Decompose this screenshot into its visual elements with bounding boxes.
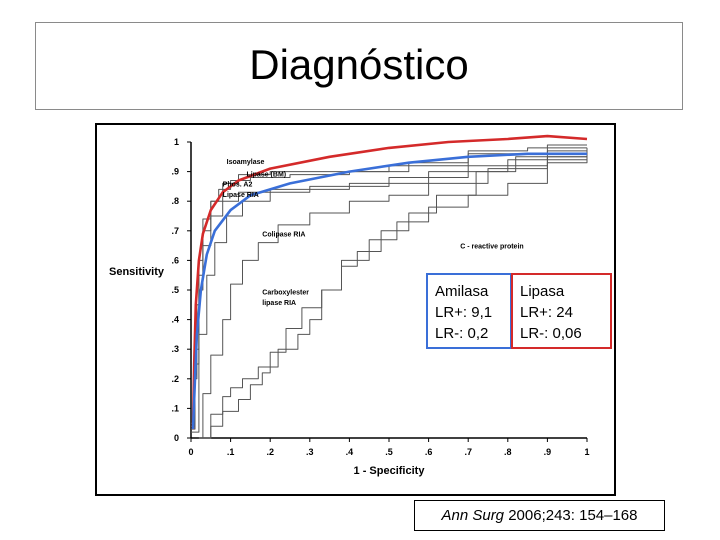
curve-label: lipase RIA: [262, 300, 296, 307]
lipasa-lr-negative: LR-: 0,06: [520, 325, 582, 342]
x-tick-label: 1: [584, 447, 589, 457]
y-tick-label: .4: [171, 315, 179, 325]
y-tick-label: .3: [171, 344, 179, 354]
x-axis-label: 1 - Specificity: [354, 465, 426, 477]
curve-label: Colipase RIA: [262, 232, 305, 239]
y-axis-label: Sensitivity: [109, 266, 165, 278]
curve-label: Lipase RIA: [223, 192, 259, 199]
roc-curve-6: [202, 147, 588, 439]
x-tick-label: .5: [385, 447, 393, 457]
x-tick-label: .4: [346, 447, 354, 457]
lipasa-lr-positive: LR+: 24: [520, 304, 573, 321]
title-box: Diagnóstico: [35, 22, 683, 110]
curve-label: Carboxylester: [262, 289, 309, 296]
x-tick-label: .9: [544, 447, 552, 457]
lipasa-lr-box: Lipasa LR+: 24 LR-: 0,06: [511, 273, 612, 349]
reference-box: Ann Surg 2006;243: 154–168: [414, 500, 665, 531]
y-tick-label: .7: [171, 226, 179, 236]
roc-curve-7: [191, 134, 588, 430]
roc-curve-4: [198, 150, 588, 439]
slide-title: Diagnóstico: [249, 41, 469, 88]
x-tick-label: .6: [425, 447, 433, 457]
x-tick-label: .7: [464, 447, 472, 457]
curve-label: Lipase (BM): [246, 172, 286, 179]
x-tick-label: 0: [188, 447, 193, 457]
reference-citation: 2006;243: 154–168: [504, 507, 638, 524]
amilasa-lr-negative: LR-: 0,2: [435, 325, 489, 342]
y-tick-label: .8: [171, 196, 179, 206]
y-tick-label: 1: [174, 137, 179, 147]
curve-label: Phos. A2: [223, 181, 253, 188]
x-tick-label: .1: [227, 447, 235, 457]
amilasa-lr-positive: LR+: 9,1: [435, 304, 493, 321]
curve-label: C - reactive protein: [460, 244, 523, 251]
x-tick-label: .8: [504, 447, 512, 457]
roc-chart: 0 .1 .2 .3 .4 .5 .6 .7 .8 .9 1 0 .1 .2 .3 .4 .5 .6 .7 .8 .9 1…: [109, 134, 590, 477]
reference-journal: Ann Surg: [441, 507, 505, 524]
y-tick-label: .2: [171, 374, 179, 384]
lipasa-name: Lipasa: [520, 283, 565, 300]
y-tick-label: .6: [171, 255, 179, 265]
roc-curve-8: [191, 152, 587, 430]
y-tick-label: 0: [174, 433, 179, 443]
x-tick-label: .3: [306, 447, 314, 457]
amilasa-name: Amilasa: [435, 283, 489, 300]
y-tick-label: .5: [171, 285, 179, 295]
y-tick-label: .1: [171, 403, 179, 413]
x-tick-label: .2: [266, 447, 274, 457]
roc-curve-2: [191, 153, 588, 433]
roc-curve-5: [198, 147, 588, 439]
curve-label: Isoamylase: [227, 159, 265, 166]
y-tick-label: .9: [171, 167, 179, 177]
amilasa-lr-box: Amilasa LR+: 9,1 LR-: 0,2: [426, 273, 512, 349]
